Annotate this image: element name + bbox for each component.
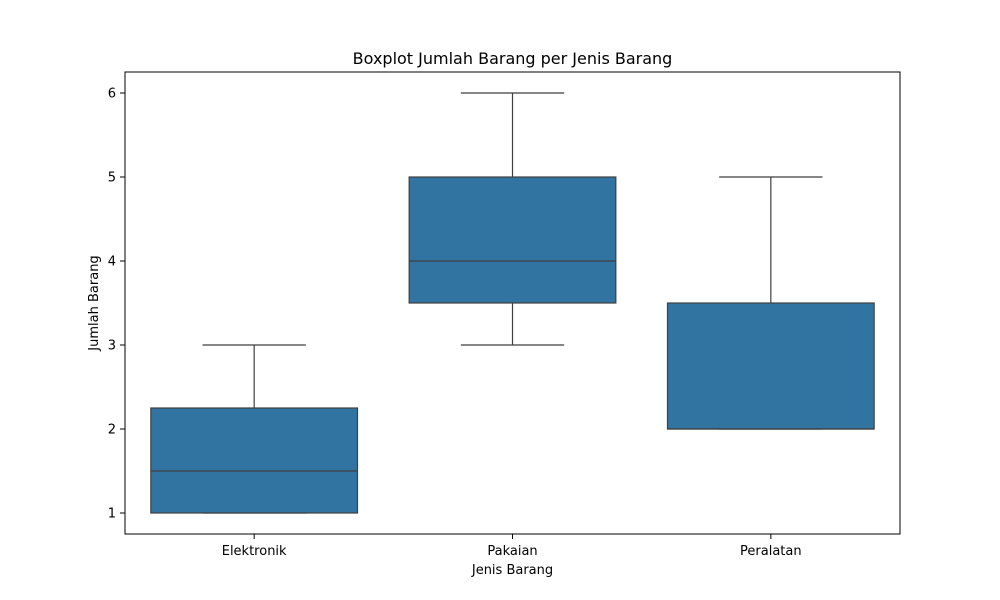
- y-tick-label: 4: [108, 255, 116, 270]
- plot-frame: [124, 71, 901, 535]
- y-tick-label: 1: [108, 507, 116, 522]
- y-tick-label: 5: [108, 171, 116, 186]
- x-tick-label: Elektronik: [222, 544, 287, 559]
- box-rect: [666, 302, 875, 430]
- plot-area: 1 2 3 4 5 6 Elektronik Pakaian Peralatan: [108, 87, 875, 559]
- x-tick-label: Peralatan: [740, 544, 802, 559]
- y-tick-label: 3: [108, 339, 116, 354]
- x-axis-label: Jenis Barang: [471, 563, 553, 578]
- box-rect: [150, 407, 359, 514]
- box-rect: [408, 176, 617, 304]
- x-tick-label: Pakaian: [487, 544, 537, 559]
- box-peralatan: [666, 176, 875, 430]
- y-tick-label: 2: [108, 423, 116, 438]
- box-pakaian: [408, 92, 617, 346]
- chart-title: Boxplot Jumlah Barang per Jenis Barang: [353, 49, 673, 68]
- y-axis-label: Jumlah Barang: [87, 255, 102, 351]
- y-tick-label: 6: [108, 87, 116, 102]
- box-elektronik: [150, 344, 359, 514]
